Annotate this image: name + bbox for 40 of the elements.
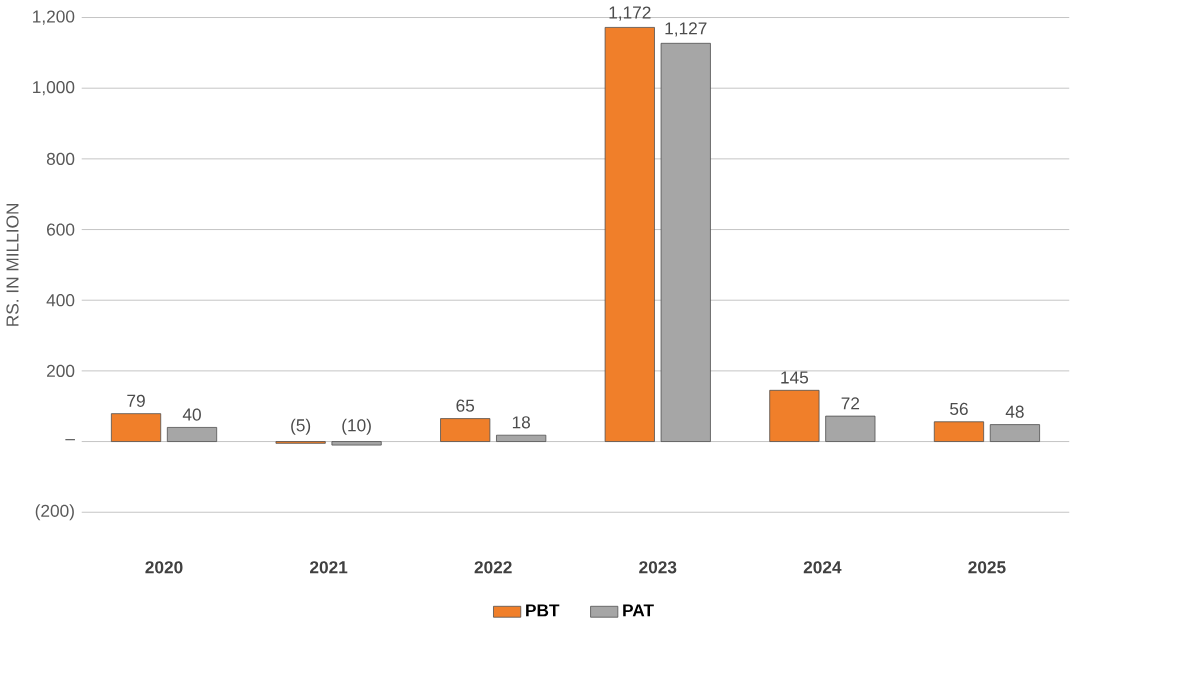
y-tick-label: 1,000 <box>33 81 75 96</box>
data-label: (5) <box>291 418 311 435</box>
data-label: 65 <box>456 399 475 412</box>
x-tick-label: 2025 <box>968 561 1006 574</box>
bar <box>769 390 820 443</box>
y-tick-label: 600 <box>47 223 75 236</box>
y-tick-label: 800 <box>46 152 75 166</box>
y-tick-label: – <box>65 439 75 441</box>
bar <box>496 434 547 443</box>
bar <box>440 418 491 443</box>
bar <box>166 427 218 443</box>
y-axis-title: RS. IN MILLION <box>6 204 19 326</box>
y-tick-label: 1,200 <box>33 10 75 25</box>
legend-label: PBT <box>526 604 560 617</box>
data-label: 79 <box>127 394 145 408</box>
data-label: 1,127 <box>665 22 707 37</box>
bar <box>604 27 655 443</box>
y-tick-label: (200) <box>35 504 74 521</box>
bar <box>660 43 711 443</box>
bar <box>989 424 1040 443</box>
y-tick-label: 400 <box>46 294 75 307</box>
data-label: 18 <box>512 416 531 429</box>
x-tick-label: 2021 <box>310 561 348 574</box>
data-label: 145 <box>781 371 809 384</box>
x-tick-label: 2024 <box>803 561 842 574</box>
data-label: (10) <box>342 418 371 435</box>
data-label: 72 <box>841 397 860 410</box>
x-tick-label: 2020 <box>145 561 183 574</box>
bar <box>110 413 162 443</box>
legend-label: PAT <box>623 604 654 617</box>
data-label: 40 <box>182 408 201 421</box>
x-tick-label: 2022 <box>474 561 512 574</box>
data-label: 48 <box>1005 405 1024 418</box>
x-tick-label: 2023 <box>639 561 677 574</box>
data-label: 1,172 <box>609 6 651 21</box>
bar <box>933 421 985 443</box>
data-label: 56 <box>950 402 968 416</box>
y-tick-label: 200 <box>47 364 75 378</box>
bar <box>825 415 876 443</box>
bar <box>331 441 382 446</box>
